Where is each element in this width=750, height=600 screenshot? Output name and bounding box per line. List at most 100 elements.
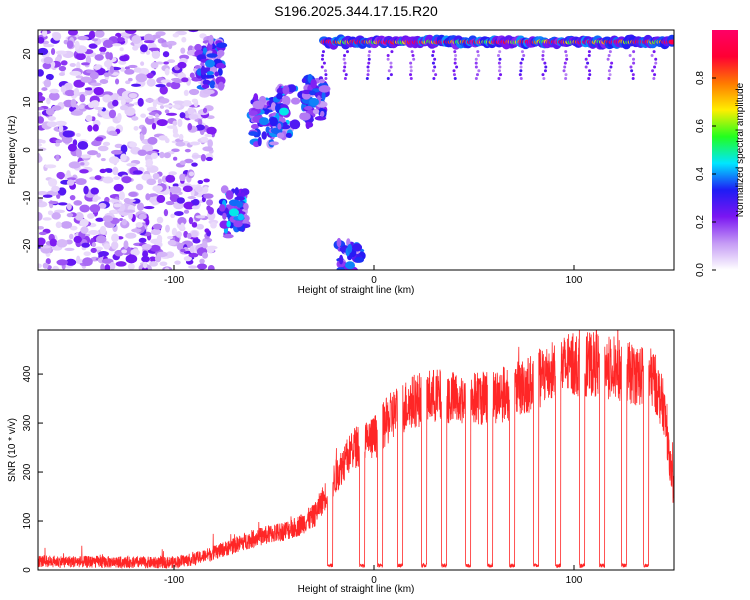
heatmap-cell	[45, 108, 55, 116]
heatmap-cell	[152, 99, 157, 108]
heatmap-cell	[100, 263, 105, 270]
heatmap-cell	[73, 200, 83, 206]
heatmap-cell	[234, 196, 246, 201]
heatmap-streak-cell	[389, 73, 393, 77]
heatmap-cell	[236, 201, 244, 208]
heatmap-cell	[38, 116, 45, 124]
heatmap-cell	[90, 187, 99, 195]
heatmap-cell	[120, 98, 126, 106]
heatmap-cell	[120, 105, 129, 111]
heatmap-cell	[47, 210, 54, 216]
heatmap-cell	[276, 132, 285, 139]
heatmap-streak-cell	[543, 61, 547, 65]
heatmap-cell	[157, 178, 162, 185]
heatmap-cell	[165, 251, 175, 259]
heatmap-cell	[113, 176, 121, 181]
heatmap-cell	[100, 157, 106, 162]
heatmap-cell	[125, 232, 137, 239]
heatmap-cell	[172, 133, 180, 138]
heatmap-streak-cell	[474, 76, 478, 80]
heatmap-cell	[96, 152, 101, 158]
heatmap-cell	[204, 228, 210, 233]
heatmap-cell	[141, 267, 148, 270]
heatmap-cell	[154, 254, 162, 263]
heatmap-cell	[51, 212, 61, 220]
heatmap-cell	[200, 65, 206, 76]
heatmap-cell	[202, 89, 215, 95]
heatmap-streak-cell	[477, 69, 481, 73]
heatmap-cell	[201, 240, 208, 249]
heatmap-streak-cell	[564, 73, 568, 77]
heatmap-cell	[159, 151, 165, 159]
heatmap-cell	[41, 87, 48, 91]
heatmap-cell	[191, 205, 200, 210]
heatmap-cell	[110, 149, 123, 155]
heatmap-y-tick-label: 10	[22, 96, 33, 108]
heatmap-cell	[151, 50, 161, 59]
heatmap-cell	[121, 176, 132, 184]
heatmap-streak-cell	[586, 61, 590, 65]
heatmap-cell	[103, 60, 113, 68]
heatmap-cell	[143, 40, 155, 44]
heatmap-cell	[277, 123, 282, 130]
heatmap-cell	[169, 186, 182, 194]
heatmap-streak-cell	[389, 61, 393, 65]
heatmap-cell	[135, 183, 144, 191]
heatmap-cell	[93, 65, 101, 70]
heatmap-cell	[87, 229, 100, 235]
heatmap-cell	[265, 126, 271, 134]
snr-x-tick-label: -100	[164, 575, 184, 586]
heatmap-cell	[287, 84, 297, 93]
heatmap-streak-cell	[653, 73, 657, 77]
heatmap-cell	[124, 69, 135, 75]
heatmap-cell	[45, 73, 54, 81]
heatmap-cell	[269, 141, 279, 146]
heatmap-cell	[304, 105, 313, 111]
heatmap-cell	[253, 93, 259, 103]
heatmap-cell	[110, 209, 118, 214]
heatmap-cell	[310, 79, 317, 89]
heatmap-cell	[154, 113, 160, 118]
heatmap-cell	[70, 110, 83, 116]
heatmap-streak-cell	[587, 50, 591, 54]
heatmap-streak-cell	[322, 61, 326, 65]
heatmap-cell	[97, 145, 109, 152]
heatmap-cell	[131, 83, 142, 87]
heatmap-streak-cell	[519, 65, 523, 69]
colorbar-tick-label: 0.2	[695, 215, 706, 229]
heatmap-streak-cell	[409, 65, 413, 69]
heatmap-cell	[156, 194, 166, 204]
heatmap-streak-cell	[544, 65, 548, 69]
heatmap-streak-cell	[606, 57, 610, 61]
heatmap-cell	[194, 65, 201, 69]
heatmap-cell	[176, 197, 185, 204]
heatmap-cell	[109, 65, 115, 75]
heatmap-cell	[66, 170, 71, 177]
heatmap-cell	[75, 52, 86, 61]
heatmap-cell	[290, 97, 301, 105]
heatmap-cell	[42, 217, 52, 221]
heatmap-streak-cell	[365, 76, 369, 80]
heatmap-cell	[301, 78, 307, 84]
heatmap-cell	[150, 228, 161, 236]
heatmap-streak-cell	[518, 73, 522, 77]
heatmap-cell	[167, 235, 173, 240]
heatmap-cell	[38, 153, 42, 163]
heatmap-cell	[56, 171, 65, 179]
heatmap-cell	[318, 78, 325, 84]
heatmap-cell	[91, 38, 98, 42]
heatmap-cell	[74, 212, 84, 221]
heatmap-streak-cell	[498, 69, 502, 73]
heatmap-cell	[172, 120, 178, 126]
heatmap-streak-cell	[342, 57, 346, 61]
heatmap-cell	[180, 47, 186, 54]
heatmap-cell	[38, 237, 46, 246]
heatmap-cell	[145, 50, 151, 55]
heatmap-cell	[152, 223, 163, 230]
heatmap-cell	[45, 258, 51, 265]
heatmap-cell	[95, 136, 104, 142]
heatmap-streak-cell	[609, 65, 613, 69]
